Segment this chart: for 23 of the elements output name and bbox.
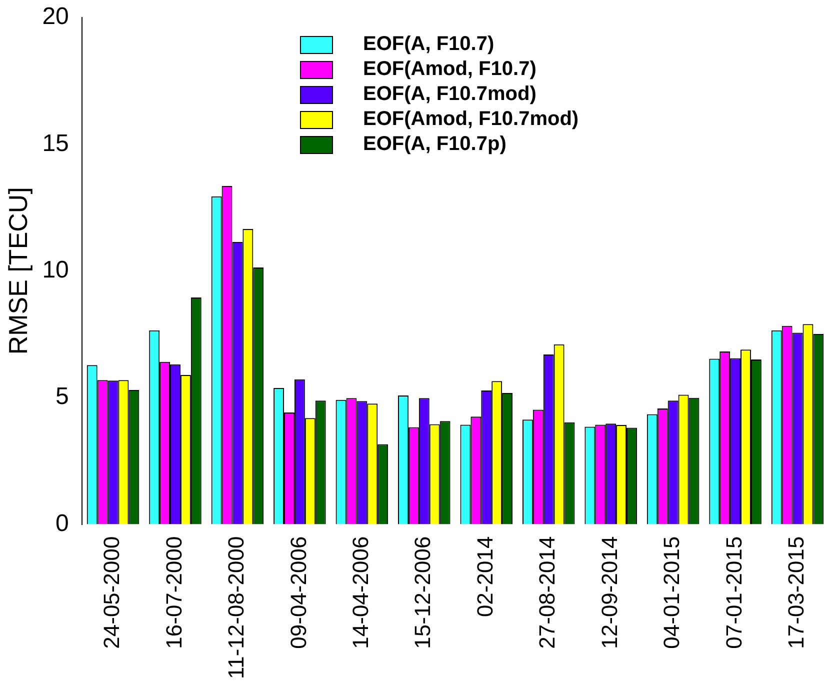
y-axis-title: RMSE [TECU]: [2, 187, 33, 355]
y-tick-label: 10: [42, 256, 69, 284]
x-tick-label: 09-04-2006: [286, 536, 311, 649]
x-tick-label: 27-08-2014: [534, 536, 560, 649]
legend-label: EOF(Amod, F10.7mod): [363, 108, 579, 131]
x-tick-label: 14-04-2006: [348, 536, 373, 649]
legend-label: EOF(A, F10.7): [363, 33, 494, 56]
x-tick-label: 16-07-2000: [161, 536, 186, 649]
legend-label: EOF(A, F10.7p): [363, 133, 506, 156]
y-tick-label: 20: [42, 3, 69, 30]
x-tick-label: 24-05-2000: [99, 536, 124, 649]
x-tick-label: 17-03-2015: [784, 536, 809, 649]
legend-label: EOF(A, F10.7mod): [363, 83, 536, 106]
x-tick-label: 02-2014: [472, 536, 498, 618]
y-tick-label: 0: [56, 510, 69, 537]
x-tick-label: 15-12-2006: [410, 536, 436, 649]
x-tick-label: 04-01-2015: [659, 536, 684, 649]
y-tick-label: 15: [42, 130, 69, 157]
legend-label: EOF(Amod, F10.7): [363, 58, 536, 81]
y-tick-label: 5: [56, 383, 69, 410]
x-tick-label: 11-12-08-2000: [224, 536, 249, 680]
x-tick-label: 12-09-2014: [596, 536, 622, 649]
x-tick-label: 07-01-2015: [721, 536, 746, 649]
